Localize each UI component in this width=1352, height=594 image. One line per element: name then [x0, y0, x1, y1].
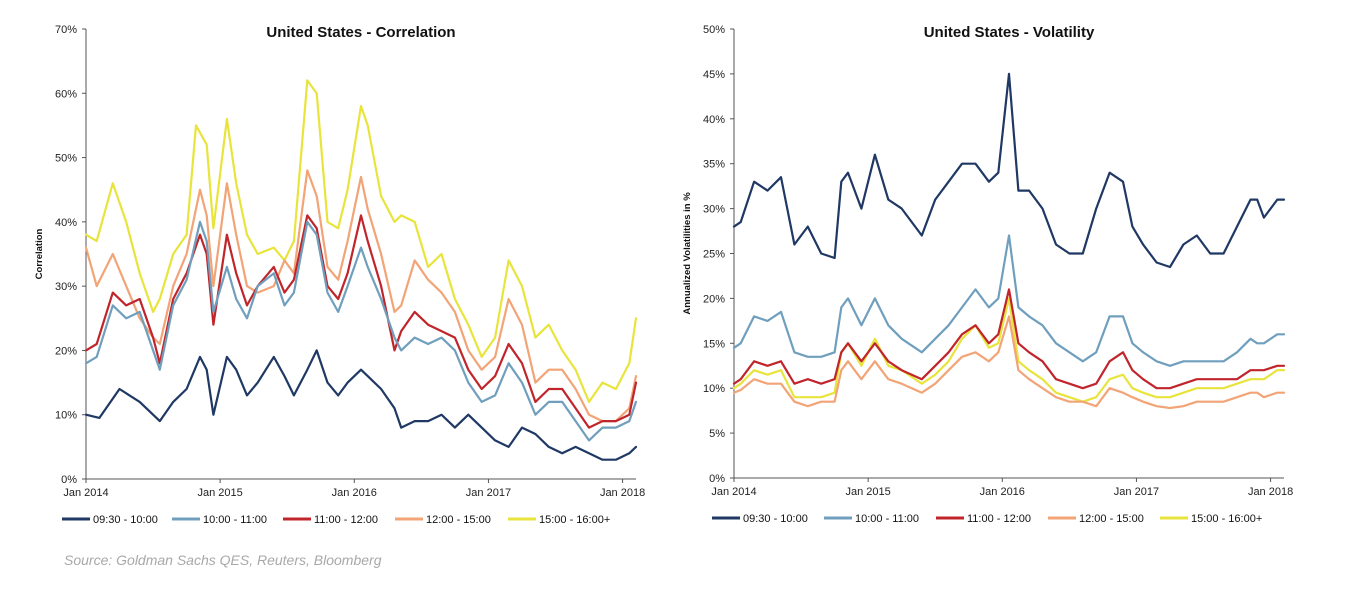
volatility-y-tick-label: 15%: [703, 338, 725, 350]
volatility-series-line-1: [732, 72, 1286, 269]
volatility-y-tick-label: 45%: [703, 69, 725, 81]
correlation-y-tick-label: 20%: [55, 345, 77, 357]
correlation-legend-label-5: 15:00 - 16:00+: [539, 514, 610, 526]
volatility-legend-label-5: 15:00 - 16:00+: [1191, 513, 1262, 525]
correlation-series-line-1: [84, 349, 638, 461]
volatility-y-tick-label: 40%: [703, 114, 725, 126]
correlation-series-line-3: [84, 214, 638, 429]
correlation-y-axis-label: Correlation: [34, 228, 45, 279]
correlation-legend-label-3: 11:00 - 12:00: [314, 514, 378, 526]
volatility-x-tick-label: Jan 2015: [846, 486, 891, 498]
volatility-legend-label-2: 10:00 - 11:00: [855, 513, 919, 525]
correlation-legend-label-4: 12:00 - 15:00: [426, 514, 491, 526]
correlation-x-tick-label: Jan 2015: [198, 487, 243, 499]
volatility-y-tick-label: 35%: [703, 159, 725, 171]
correlation-series-line-4: [84, 169, 638, 423]
correlation-y-tick-label: 0%: [61, 474, 77, 486]
volatility-y-tick-label: 30%: [703, 204, 725, 216]
correlation-x-tick-label: Jan 2017: [466, 487, 511, 499]
volatility-series-line-5: [732, 297, 1286, 403]
volatility-y-tick-label: 10%: [703, 383, 725, 395]
volatility-y-axis-label: Annualized Volatilities in %: [682, 192, 693, 315]
volatility-x-tick-label: Jan 2016: [980, 486, 1025, 498]
correlation-legend-label-2: 10:00 - 11:00: [203, 514, 267, 526]
volatility-y-tick-label: 25%: [703, 249, 725, 261]
volatility-legend-label-3: 11:00 - 12:00: [967, 513, 1031, 525]
volatility-y-tick-label: 50%: [703, 24, 725, 36]
correlation-y-tick-label: 40%: [55, 217, 77, 229]
correlation-y-tick-label: 70%: [55, 24, 77, 36]
correlation-title: United States - Correlation: [266, 24, 455, 41]
correlation-y-tick-label: 60%: [55, 88, 77, 100]
volatility-title: United States - Volatility: [924, 24, 1095, 41]
volatility-x-tick-label: Jan 2018: [1248, 486, 1293, 498]
volatility-legend-label-1: 09:30 - 10:00: [743, 513, 808, 525]
correlation-x-tick-label: Jan 2018: [600, 487, 645, 499]
correlation-y-tick-label: 50%: [55, 153, 77, 165]
volatility-series-line-4: [732, 315, 1286, 410]
correlation-legend-label-1: 09:30 - 10:00: [93, 514, 158, 526]
correlation-x-tick-label: Jan 2014: [63, 487, 108, 499]
correlation-chart: United States - Correlation 0% 10% 20% 30% 40…: [34, 24, 645, 526]
volatility-chart: United States - Volatility 0% 5% 10% 15% 20% 2…: [682, 24, 1293, 525]
volatility-y-tick-label: 20%: [703, 293, 725, 305]
correlation-x-tick-label: Jan 2016: [332, 487, 377, 499]
correlation-series-line-2: [84, 220, 638, 442]
volatility-series-line-2: [732, 234, 1286, 367]
volatility-legend-label-4: 12:00 - 15:00: [1079, 513, 1144, 525]
volatility-y-tick-label: 0%: [709, 473, 725, 485]
correlation-series-line-5: [84, 79, 638, 403]
volatility-x-tick-label: Jan 2014: [711, 486, 756, 498]
volatility-y-tick-label: 5%: [709, 428, 725, 440]
volatility-x-tick-label: Jan 2017: [1114, 486, 1159, 498]
volatility-series-line-3: [732, 288, 1286, 390]
source-note: Source: Goldman Sachs QES, Reuters, Bloo…: [64, 552, 382, 568]
correlation-y-tick-label: 30%: [55, 281, 77, 293]
correlation-y-tick-label: 10%: [55, 410, 77, 422]
